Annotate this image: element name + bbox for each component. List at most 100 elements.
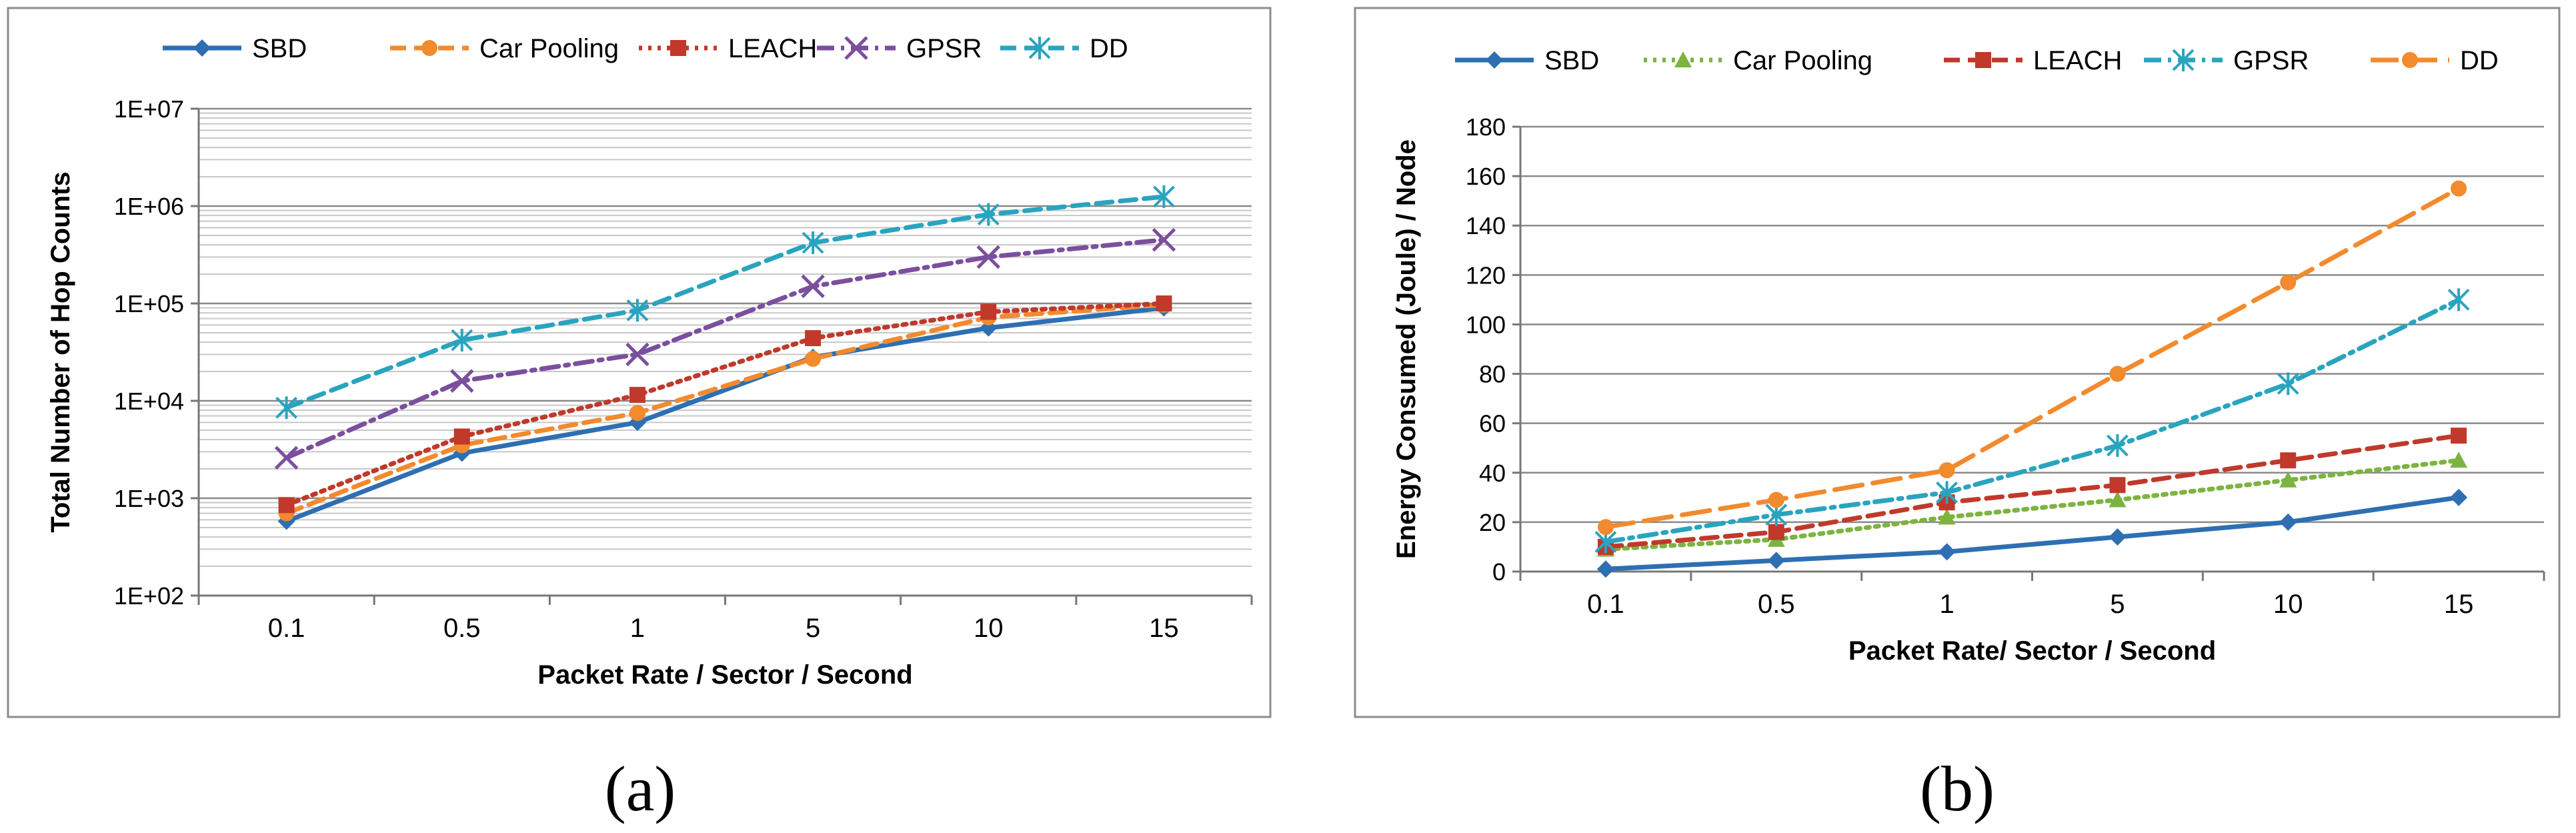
data-point xyxy=(629,405,646,422)
data-point xyxy=(449,369,474,393)
series-line-leach xyxy=(1603,433,2461,550)
data-point xyxy=(2279,471,2297,488)
legend-label: SBD xyxy=(252,34,307,63)
y-tick-label: 140 xyxy=(1466,212,1506,239)
legend-marker xyxy=(2172,49,2195,71)
data-point xyxy=(2280,452,2297,469)
data-point xyxy=(805,351,822,367)
legend-marker xyxy=(421,40,437,56)
data-point xyxy=(1939,462,1955,479)
x-tick-label: 1 xyxy=(1939,590,1954,619)
data-point xyxy=(2450,452,2468,468)
y-tick-label: 0 xyxy=(1492,558,1506,586)
data-point xyxy=(2451,180,2467,197)
x-tick-label: 15 xyxy=(1149,614,1179,643)
chart-frame xyxy=(1354,7,2561,718)
legend-label: Car Pooling xyxy=(1733,46,1872,75)
data-point xyxy=(2109,477,2126,494)
series-line-dd xyxy=(1603,186,2461,530)
data-point xyxy=(1596,560,1614,578)
y-tick-label: 1E+05 xyxy=(114,290,184,317)
legend-label: DD xyxy=(1090,34,1128,63)
panel-label-a: (a) xyxy=(605,753,676,824)
y-tick-label: 1E+07 xyxy=(114,95,184,123)
data-point xyxy=(1936,481,1958,504)
y-tick-label: 20 xyxy=(1479,509,1506,536)
data-point xyxy=(275,396,297,420)
legend-label: Car Pooling xyxy=(479,34,619,63)
x-tick-label: 0.1 xyxy=(268,614,305,643)
data-point xyxy=(1597,519,1614,536)
x-axis-title: Packet Rate / Sector / Second xyxy=(537,660,912,690)
legend-marker xyxy=(1975,52,1991,68)
y-axis-title: Energy Consumed (Joule) / Node xyxy=(1392,139,1421,559)
legend-marker xyxy=(1028,37,1051,59)
data-point xyxy=(1767,552,1785,570)
legend-label: LEACH xyxy=(2033,46,2122,75)
x-tick-label: 10 xyxy=(974,614,1004,643)
y-tick-label: 1E+04 xyxy=(114,387,184,415)
y-tick-label: 180 xyxy=(1466,113,1506,141)
legend-label: GPSR xyxy=(906,34,982,63)
data-point xyxy=(801,274,825,299)
legend-marker xyxy=(844,36,868,60)
data-point xyxy=(1152,227,1176,252)
data-point xyxy=(2447,288,2470,311)
x-tick-label: 15 xyxy=(2444,590,2474,619)
data-point xyxy=(1768,524,1784,540)
data-point xyxy=(453,428,470,445)
data-point xyxy=(2109,528,2127,546)
y-tick-label: 60 xyxy=(1479,410,1506,438)
legend-label: GPSR xyxy=(2233,46,2309,75)
legend-marker xyxy=(1486,51,1503,69)
series-line-dd xyxy=(284,194,1166,410)
legend-label: DD xyxy=(2460,46,2499,75)
panel-label-b: (b) xyxy=(1920,753,1995,824)
series-line-leach xyxy=(284,301,1166,508)
legend-marker xyxy=(670,40,686,56)
data-point xyxy=(977,203,1000,226)
data-point xyxy=(2450,488,2468,506)
data-point xyxy=(451,329,473,352)
legend-marker xyxy=(1674,51,1692,67)
x-tick-label: 1 xyxy=(630,614,645,643)
data-point xyxy=(626,299,649,322)
series-line-gpsr xyxy=(284,237,1166,460)
data-point xyxy=(980,303,997,320)
x-tick-label: 0.5 xyxy=(1758,590,1795,619)
series-line-sbd xyxy=(1603,495,2461,572)
series-line-sbd xyxy=(284,305,1166,524)
data-point xyxy=(1938,543,1956,561)
y-tick-label: 100 xyxy=(1466,311,1506,338)
x-tick-label: 0.1 xyxy=(1587,590,1624,619)
data-point xyxy=(976,245,1001,269)
y-tick-label: 1E+02 xyxy=(114,582,184,610)
legend-marker xyxy=(2402,52,2418,68)
data-point xyxy=(625,342,650,367)
series-line-car-pooling xyxy=(284,302,1166,516)
data-point xyxy=(805,330,822,347)
x-tick-label: 0.5 xyxy=(443,614,481,643)
y-tick-label: 40 xyxy=(1479,460,1506,487)
y-tick-label: 80 xyxy=(1479,361,1506,388)
data-point xyxy=(2109,365,2126,382)
x-tick-label: 10 xyxy=(2273,590,2303,619)
chart-frame xyxy=(7,7,1272,718)
data-point xyxy=(629,387,646,403)
data-point xyxy=(802,231,824,255)
legend-label: SBD xyxy=(1544,46,1599,75)
y-tick-label: 160 xyxy=(1466,163,1506,190)
y-axis-title: Total Number of Hop Counts xyxy=(46,171,75,532)
y-tick-label: 1E+06 xyxy=(114,193,184,220)
y-tick-label: 1E+03 xyxy=(114,485,184,512)
data-point xyxy=(2451,428,2467,444)
x-tick-label: 5 xyxy=(806,614,820,643)
data-point xyxy=(1153,185,1175,208)
data-point xyxy=(2280,274,2297,291)
data-point xyxy=(1768,492,1784,508)
data-point xyxy=(2279,513,2297,531)
data-point xyxy=(2277,372,2299,395)
